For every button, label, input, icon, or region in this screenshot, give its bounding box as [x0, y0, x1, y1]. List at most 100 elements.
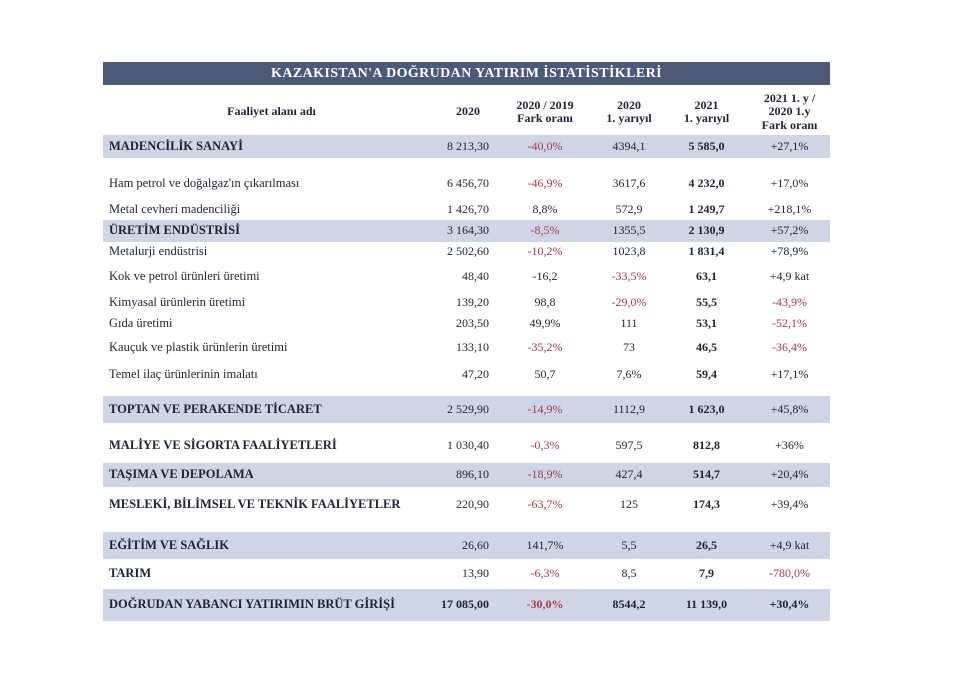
- cell-2021-h1: 63,1: [696, 269, 717, 284]
- cell-2021-h1: 4 232,0: [688, 176, 725, 191]
- row-label: DOĞRUDAN YABANCI YATIRIMIN BRÜT GİRİŞİ: [109, 597, 395, 612]
- cell-2020: 1 426,70: [447, 201, 489, 216]
- col-fark-2020-2019: 2020 / 2019 Fark oranı: [516, 97, 574, 125]
- table-title: KAZAKISTAN'A DOĞRUDAN YATIRIM İSTATİSTİK…: [103, 62, 830, 85]
- row-label: TARIM: [109, 566, 152, 581]
- row-label: MALİYE VE SİGORTA FAALİYETLERİ: [109, 438, 337, 453]
- row-label: EĞİTİM VE SAĞLIK: [109, 537, 229, 552]
- cell-2020: 1 030,40: [447, 438, 489, 453]
- table-row: Metal cevheri madenciliği 1 426,70 8,8% 572…: [103, 199, 830, 220]
- table-row: Ham petrol ve doğalgaz'ın çıkarılması 6 4…: [103, 169, 830, 199]
- cell-2020: 13,90: [462, 566, 489, 581]
- cell-fark-h1: +27,1%: [770, 138, 809, 153]
- cell-2021-h1: 812,8: [693, 438, 720, 453]
- cell-fark-h1: +30,4%: [769, 597, 810, 612]
- cell-fark-h1: +20,4%: [770, 467, 809, 482]
- cell-fark-2020-2019: 49,9%: [529, 315, 561, 330]
- cell-fark-2020-2019: -16,2: [532, 269, 558, 284]
- cell-2021-h1: 53,1: [696, 315, 717, 330]
- table-row: DOĞRUDAN YABANCI YATIRIMIN BRÜT GİRİŞİ 17…: [103, 589, 830, 621]
- cell-fark-h1: +4,9 kat: [769, 537, 810, 552]
- cell-2020-h1: -29,0%: [611, 294, 647, 309]
- cell-fark-2020-2019: -40,0%: [527, 138, 563, 153]
- cell-2020-h1: 8544,2: [612, 597, 646, 612]
- cell-2021-h1: 1 831,4: [688, 244, 725, 259]
- cell-fark-h1: +36%: [775, 438, 804, 453]
- col-2020-h1: 2020 1. yarıyıl: [606, 97, 652, 125]
- row-label: Gıda üretimi: [109, 315, 173, 330]
- cell-2021-h1: 59,4: [696, 367, 717, 382]
- cell-2021-h1: 26,5: [696, 537, 717, 552]
- cell-fark-2020-2019: -0,3%: [530, 438, 560, 453]
- cell-fark-2020-2019: -10,2%: [527, 244, 563, 259]
- cell-2020: 48,40: [462, 269, 489, 284]
- cell-2020: 139,20: [456, 294, 489, 309]
- cell-fark-h1: +4,9 kat: [769, 269, 810, 284]
- cell-2020-h1: 597,5: [615, 438, 643, 453]
- cell-2020-h1: 1355,5: [612, 223, 646, 238]
- cell-2021-h1: 5 585,0: [688, 138, 725, 153]
- col-2021-h1: 2021 1. yarıyıl: [683, 97, 730, 125]
- cell-fark-2020-2019: -8,5%: [530, 223, 560, 238]
- row-label: Temel ilaç ürünlerinin imalatı: [109, 367, 258, 382]
- cell-fark-h1: +218,1%: [767, 201, 812, 216]
- cell-fark-2020-2019: -35,2%: [527, 340, 563, 355]
- table-header-row: Faaliyet alanı adı 2020 2020 / 2019 Fark o…: [103, 89, 830, 135]
- table-row: Kok ve petrol ürünleri üretimi 48,40 -16,2…: [103, 264, 830, 290]
- cell-2021-h1: 55,5: [696, 294, 717, 309]
- cell-fark-2020-2019: 141,7%: [526, 537, 564, 552]
- cell-2020-h1: 5,5: [621, 537, 637, 552]
- cell-fark-2020-2019: -6,3%: [530, 566, 560, 581]
- cell-fark-h1: +78,9%: [770, 244, 809, 259]
- row-label: Ham petrol ve doğalgaz'ın çıkarılması: [109, 176, 300, 191]
- table-row: EĞİTİM VE SAĞLIK 26,60 141,7% 5,5 26,5 +4,9 k…: [103, 532, 830, 559]
- cell-fark-h1: -780,0%: [769, 566, 810, 581]
- row-label: ÜRETİM ENDÜSTRİSİ: [109, 223, 240, 238]
- cell-2020-h1: 8,5: [621, 566, 637, 581]
- cell-2021-h1: 1 249,7: [688, 201, 725, 216]
- cell-fark-2020-2019: -30,0%: [526, 597, 564, 612]
- col-fark-h1: 2021 1. y / 2020 1.y Fark oranı: [761, 90, 818, 132]
- cell-fark-h1: +17,0%: [770, 176, 809, 191]
- table-row: TARIM 13,90 -6,3% 8,5 7,9 -780,0%: [103, 561, 830, 587]
- table-row: Metalurji endüstrisi 2 502,60 -10,2% 1023,8…: [103, 242, 830, 262]
- cell-fark-2020-2019: 8,8%: [532, 201, 558, 216]
- table-row: Gıda üretimi 203,50 49,9% 111 53,1 -52,1%: [103, 313, 830, 334]
- table-row: MALİYE VE SİGORTA FAALİYETLERİ 1 030,40 -0…: [103, 432, 830, 460]
- cell-2020: 8 213,30: [447, 138, 489, 153]
- row-label: TOPTAN VE PERAKENDE TİCARET: [109, 401, 322, 416]
- cell-2020: 896,10: [456, 467, 489, 482]
- cell-2020-h1: 7,6%: [616, 367, 642, 382]
- cell-2021-h1: 11 139,0: [685, 597, 728, 612]
- cell-2020: 203,50: [456, 315, 489, 330]
- row-label: Kok ve petrol ürünleri üretimi: [109, 269, 260, 284]
- cell-fark-2020-2019: 98,8: [534, 294, 556, 309]
- cell-2020-h1: 572,9: [615, 201, 643, 216]
- cell-fark-h1: +45,8%: [770, 401, 809, 416]
- col-activity-name: Faaliyet alanı adı: [227, 104, 316, 119]
- cell-fark-h1: +17,1%: [770, 367, 809, 382]
- cell-2020-h1: 125: [620, 497, 638, 512]
- cell-fark-2020-2019: -63,7%: [527, 497, 563, 512]
- cell-2020-h1: 1112,9: [612, 401, 646, 416]
- statistics-table: KAZAKISTAN'A DOĞRUDAN YATIRIM İSTATİSTİK…: [103, 62, 830, 621]
- cell-2020: 2 502,60: [447, 244, 489, 259]
- cell-fark-2020-2019: -18,9%: [527, 467, 563, 482]
- cell-2020-h1: 1023,8: [612, 244, 646, 259]
- cell-2020: 3 164,30: [447, 223, 489, 238]
- table-row: TOPTAN VE PERAKENDE TİCARET 2 529,90 -14,9…: [103, 396, 830, 423]
- row-label: TAŞIMA VE DEPOLAMA: [109, 467, 254, 482]
- cell-2020: 17 085,00: [441, 597, 489, 612]
- cell-2020: 2 529,90: [447, 401, 489, 416]
- row-label: Kimyasal ürünlerin üretimi: [109, 294, 246, 309]
- cell-fark-h1: +39,4%: [770, 497, 809, 512]
- table-rows: MADENCİLİK SANAYİ 8 213,30 -40,0% 4394,1 5 5…: [103, 135, 830, 621]
- row-label: Metalurji endüstrisi: [109, 244, 208, 259]
- cell-2020: 26,60: [462, 537, 489, 552]
- cell-2020: 47,20: [462, 367, 489, 382]
- table-row: Temel ilaç ürünlerinin imalatı 47,20 50,7 7…: [103, 362, 830, 388]
- cell-2020: 220,90: [456, 497, 489, 512]
- cell-fark-2020-2019: -14,9%: [527, 401, 563, 416]
- table-row: Kimyasal ürünlerin üretimi 139,20 98,8 -29,…: [103, 292, 830, 313]
- cell-2021-h1: 7,9: [699, 566, 714, 581]
